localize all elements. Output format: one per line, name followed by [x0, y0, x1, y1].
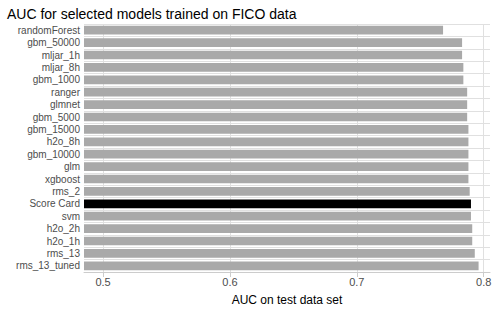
- svg-text:ranger: ranger: [51, 87, 81, 98]
- svg-text:mljar_8h: mljar_8h: [42, 62, 80, 73]
- svg-text:glmnet: glmnet: [50, 99, 80, 110]
- svg-text:0.7: 0.7: [349, 276, 364, 288]
- svg-text:rms_13_tuned: rms_13_tuned: [16, 260, 80, 271]
- svg-text:gbm_1000: gbm_1000: [33, 74, 81, 85]
- svg-text:gbm_5000: gbm_5000: [33, 112, 81, 123]
- svg-text:gbm_50000: gbm_50000: [27, 37, 80, 48]
- svg-text:h2o_2h: h2o_2h: [47, 223, 80, 234]
- svg-text:h2o_1h: h2o_1h: [47, 236, 80, 247]
- svg-text:AUC for selected models traine: AUC for selected models trained on FICO …: [7, 6, 297, 22]
- svg-text:glm: glm: [64, 161, 80, 172]
- svg-text:0.6: 0.6: [222, 276, 237, 288]
- svg-text:rms_13: rms_13: [47, 248, 81, 259]
- svg-text:xgboost: xgboost: [45, 174, 80, 185]
- svg-text:gbm_15000: gbm_15000: [27, 124, 80, 135]
- svg-text:gbm_10000: gbm_10000: [27, 149, 80, 160]
- svg-text:rms_2: rms_2: [52, 186, 80, 197]
- svg-text:0.8: 0.8: [476, 276, 491, 288]
- svg-text:randomForest: randomForest: [18, 25, 80, 36]
- svg-text:0.5: 0.5: [95, 276, 110, 288]
- svg-text:h2o_8h: h2o_8h: [47, 136, 80, 147]
- svg-text:AUC on test data set: AUC on test data set: [232, 293, 343, 307]
- svg-text:svm: svm: [62, 211, 80, 222]
- svg-text:Score Card: Score Card: [29, 198, 80, 209]
- svg-text:mljar_1h: mljar_1h: [42, 50, 80, 61]
